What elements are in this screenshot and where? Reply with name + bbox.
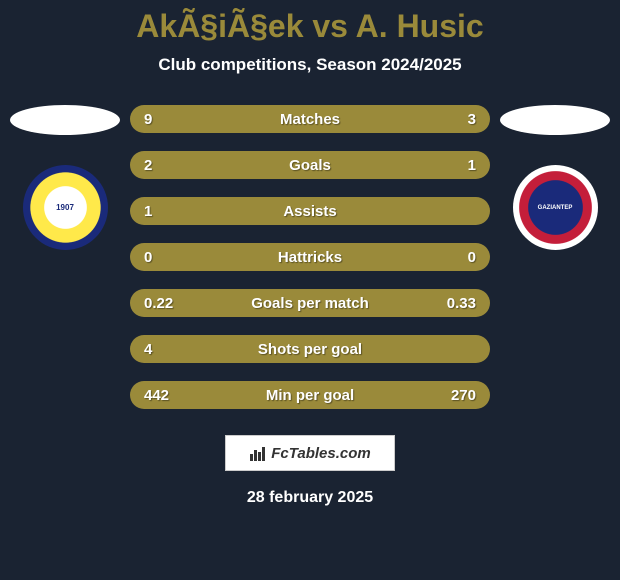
stat-right-value: 1	[468, 157, 476, 174]
stat-label: Shots per goal	[258, 341, 362, 358]
right-player-column: GAZIANTEP	[495, 105, 615, 250]
stat-right-value: 3	[468, 111, 476, 128]
stat-row-assists: 1 Assists	[130, 197, 490, 225]
fctables-label: FcTables.com	[271, 445, 370, 462]
stats-bars: 9 Matches 3 2 Goals 1 1 Assists 0 Hattri…	[125, 105, 495, 409]
left-player-column: 1907	[5, 105, 125, 250]
right-club-badge: GAZIANTEP	[513, 165, 598, 250]
left-club-badge: 1907	[23, 165, 108, 250]
left-player-photo	[10, 105, 120, 135]
stat-left-value: 1	[144, 203, 152, 220]
stat-row-goals-per-match: 0.22 Goals per match 0.33	[130, 289, 490, 317]
stat-left-value: 0	[144, 249, 152, 266]
stat-left-value: 9	[144, 111, 152, 128]
stat-label: Goals	[289, 157, 331, 174]
stat-label: Hattricks	[278, 249, 342, 266]
page-title: AkÃ§iÃ§ek vs A. Husic	[136, 8, 483, 45]
stat-left-value: 2	[144, 157, 152, 174]
left-club-badge-text: 1907	[56, 203, 74, 212]
main-area: 1907 9 Matches 3 2 Goals 1 1 Assists 0 H…	[0, 105, 620, 409]
stat-row-shots-per-goal: 4 Shots per goal	[130, 335, 490, 363]
fctables-badge: FcTables.com	[225, 435, 395, 471]
stat-row-hattricks: 0 Hattricks 0	[130, 243, 490, 271]
stat-row-goals: 2 Goals 1	[130, 151, 490, 179]
stat-row-min-per-goal: 442 Min per goal 270	[130, 381, 490, 409]
right-player-photo	[500, 105, 610, 135]
stat-label: Assists	[283, 203, 336, 220]
stat-left-value: 4	[144, 341, 152, 358]
comparison-infographic: AkÃ§iÃ§ek vs A. Husic Club competitions,…	[0, 0, 620, 580]
stat-right-value: 270	[451, 387, 476, 404]
right-club-badge-text: GAZIANTEP	[538, 205, 573, 211]
stat-left-value: 442	[144, 387, 169, 404]
date-text: 28 february 2025	[247, 489, 373, 507]
stat-right-value: 0.33	[447, 295, 476, 312]
stat-label: Min per goal	[266, 387, 354, 404]
page-subtitle: Club competitions, Season 2024/2025	[158, 55, 461, 75]
stat-left-value: 0.22	[144, 295, 173, 312]
stat-row-matches: 9 Matches 3	[130, 105, 490, 133]
stat-label: Matches	[280, 111, 340, 128]
chart-icon	[249, 444, 267, 462]
stat-right-value: 0	[468, 249, 476, 266]
stat-label: Goals per match	[251, 295, 369, 312]
